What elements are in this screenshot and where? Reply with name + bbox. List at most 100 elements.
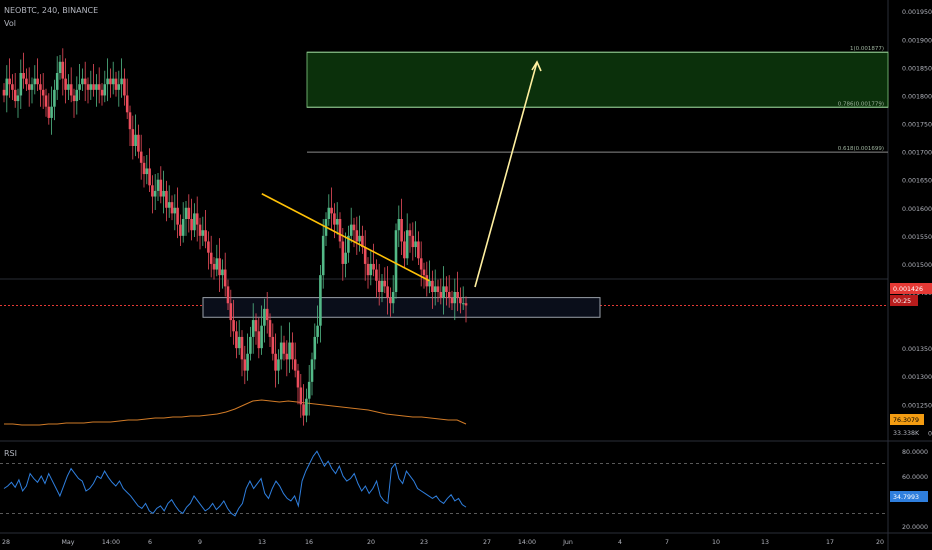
candle-body[interactable] <box>291 342 294 360</box>
candle-body[interactable] <box>358 235 361 242</box>
candle-body[interactable] <box>106 78 109 85</box>
candle-body[interactable] <box>377 280 381 292</box>
candle-body[interactable] <box>355 230 359 242</box>
candle-body[interactable] <box>237 336 241 349</box>
candle-body[interactable] <box>69 84 73 96</box>
candle-body[interactable] <box>33 78 37 85</box>
candle-body[interactable] <box>330 207 333 214</box>
candle-body[interactable] <box>453 292 457 304</box>
candle-body[interactable] <box>142 162 146 175</box>
symbol-title[interactable]: NEOBTC, 240, BINANCE <box>4 6 99 15</box>
candle-body[interactable] <box>25 78 28 85</box>
candle-body[interactable] <box>61 61 65 79</box>
candle-body[interactable] <box>249 336 252 354</box>
candle-body[interactable] <box>47 106 51 118</box>
candle-body[interactable] <box>456 292 459 298</box>
candle-body[interactable] <box>55 73 59 90</box>
projection-arrow[interactable] <box>474 61 538 288</box>
candle-body[interactable] <box>128 112 132 130</box>
candle-body[interactable] <box>123 78 126 96</box>
candle-body[interactable] <box>363 247 367 264</box>
candle-body[interactable] <box>137 134 140 152</box>
candle-body[interactable] <box>145 168 149 175</box>
candle-body[interactable] <box>235 331 238 349</box>
candle-body[interactable] <box>162 190 165 197</box>
candle-body[interactable] <box>22 73 25 79</box>
candle-body[interactable] <box>81 78 84 85</box>
candle-body[interactable] <box>386 286 389 298</box>
candle-body[interactable] <box>86 84 90 90</box>
candle-body[interactable] <box>195 213 199 225</box>
candle-body[interactable] <box>431 280 434 292</box>
candle-body[interactable] <box>103 84 107 96</box>
candle-body[interactable] <box>394 230 398 292</box>
candle-body[interactable] <box>400 219 403 242</box>
candle-body[interactable] <box>151 185 154 197</box>
candle-body[interactable] <box>257 331 261 349</box>
candle-body[interactable] <box>72 95 76 102</box>
candle-body[interactable] <box>67 84 70 90</box>
candle-body[interactable] <box>425 275 429 287</box>
candle-body[interactable] <box>117 84 121 90</box>
candle-body[interactable] <box>39 84 42 90</box>
candle-body[interactable] <box>341 241 345 264</box>
candle-body[interactable] <box>268 320 272 337</box>
candle-body[interactable] <box>417 241 420 259</box>
candle-body[interactable] <box>277 359 280 371</box>
candle-body[interactable] <box>207 241 210 253</box>
candle-body[interactable] <box>464 303 468 306</box>
candle-body[interactable] <box>274 353 277 371</box>
candle-body[interactable] <box>165 190 168 208</box>
candle-body[interactable] <box>232 320 235 332</box>
candle-body[interactable] <box>179 224 182 236</box>
candle-body[interactable] <box>2 89 6 96</box>
candle-body[interactable] <box>321 235 325 276</box>
candle-body[interactable] <box>305 398 308 416</box>
candle-body[interactable] <box>372 263 375 270</box>
candle-body[interactable] <box>361 235 364 248</box>
candle-body[interactable] <box>134 134 137 146</box>
candle-body[interactable] <box>313 336 317 360</box>
support-zone[interactable] <box>202 297 601 318</box>
candle-body[interactable] <box>338 219 342 242</box>
candles[interactable] <box>2 48 468 426</box>
drawings[interactable] <box>261 60 542 288</box>
candle-body[interactable] <box>27 84 31 90</box>
candle-body[interactable] <box>41 89 45 96</box>
candle-body[interactable] <box>221 269 224 276</box>
candle-body[interactable] <box>279 342 283 360</box>
drawing-zones[interactable]: 1(0.001877) 0.786(0.001779) 0.618(0.001699… <box>202 46 889 318</box>
candle-body[interactable] <box>215 258 219 270</box>
candle-body[interactable] <box>307 381 311 399</box>
candle-body[interactable] <box>383 280 387 287</box>
candle-body[interactable] <box>397 219 401 231</box>
candle-body[interactable] <box>184 207 188 219</box>
candle-body[interactable] <box>89 84 93 90</box>
candle-body[interactable] <box>347 235 350 253</box>
candle-body[interactable] <box>139 151 143 163</box>
candle-body[interactable] <box>380 280 384 292</box>
candle-body[interactable] <box>450 297 454 304</box>
candle-body[interactable] <box>265 308 269 321</box>
candle-body[interactable] <box>201 230 205 236</box>
candle-body[interactable] <box>403 241 406 259</box>
candle-body[interactable] <box>285 353 289 360</box>
candle-body[interactable] <box>335 219 339 225</box>
candle-body[interactable] <box>92 84 95 90</box>
candle-body[interactable] <box>100 89 104 96</box>
candle-body[interactable] <box>114 78 118 90</box>
candle-body[interactable] <box>83 78 87 85</box>
candle-body[interactable] <box>204 230 207 242</box>
candle-body[interactable] <box>349 224 353 236</box>
candle-body[interactable] <box>419 258 423 270</box>
candle-body[interactable] <box>288 342 291 360</box>
candle-body[interactable] <box>254 320 258 332</box>
candle-body[interactable] <box>187 207 191 219</box>
candle-body[interactable] <box>176 207 179 225</box>
candle-body[interactable] <box>95 84 98 90</box>
candle-body[interactable] <box>131 129 135 146</box>
candle-body[interactable] <box>461 303 465 305</box>
candle-body[interactable] <box>411 235 415 248</box>
candle-body[interactable] <box>263 308 266 326</box>
candle-body[interactable] <box>13 89 17 102</box>
